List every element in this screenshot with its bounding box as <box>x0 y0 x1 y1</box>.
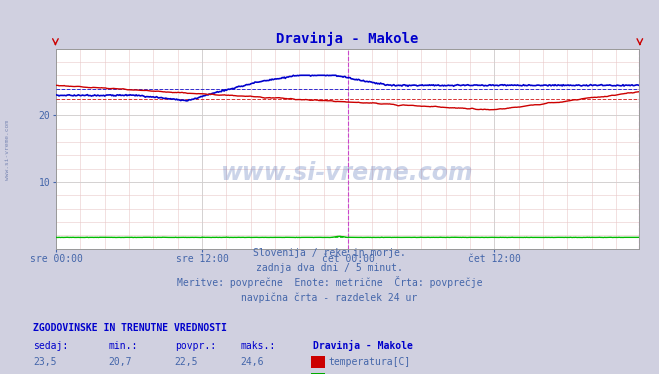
Text: povpr.:: povpr.: <box>175 341 215 351</box>
Text: 24,6: 24,6 <box>241 358 264 367</box>
Text: navpična črta - razdelek 24 ur: navpična črta - razdelek 24 ur <box>241 292 418 303</box>
Title: Dravinja - Makole: Dravinja - Makole <box>276 32 419 46</box>
Text: maks.:: maks.: <box>241 341 275 351</box>
Text: 22,5: 22,5 <box>175 358 198 367</box>
Text: Dravinja - Makole: Dravinja - Makole <box>313 340 413 351</box>
Text: ZGODOVINSKE IN TRENUTNE VREDNOSTI: ZGODOVINSKE IN TRENUTNE VREDNOSTI <box>33 323 227 333</box>
Text: Slovenija / reke in morje.: Slovenija / reke in morje. <box>253 248 406 258</box>
Text: Meritve: povprečne  Enote: metrične  Črta: povprečje: Meritve: povprečne Enote: metrične Črta:… <box>177 276 482 288</box>
Text: www.si-vreme.com: www.si-vreme.com <box>221 161 474 185</box>
Text: temperatura[C]: temperatura[C] <box>329 358 411 367</box>
Text: zadnja dva dni / 5 minut.: zadnja dva dni / 5 minut. <box>256 263 403 273</box>
Text: 23,5: 23,5 <box>33 358 57 367</box>
Text: sedaj:: sedaj: <box>33 341 68 351</box>
Text: 20,7: 20,7 <box>109 358 132 367</box>
Text: www.si-vreme.com: www.si-vreme.com <box>5 120 11 180</box>
Text: min.:: min.: <box>109 341 138 351</box>
